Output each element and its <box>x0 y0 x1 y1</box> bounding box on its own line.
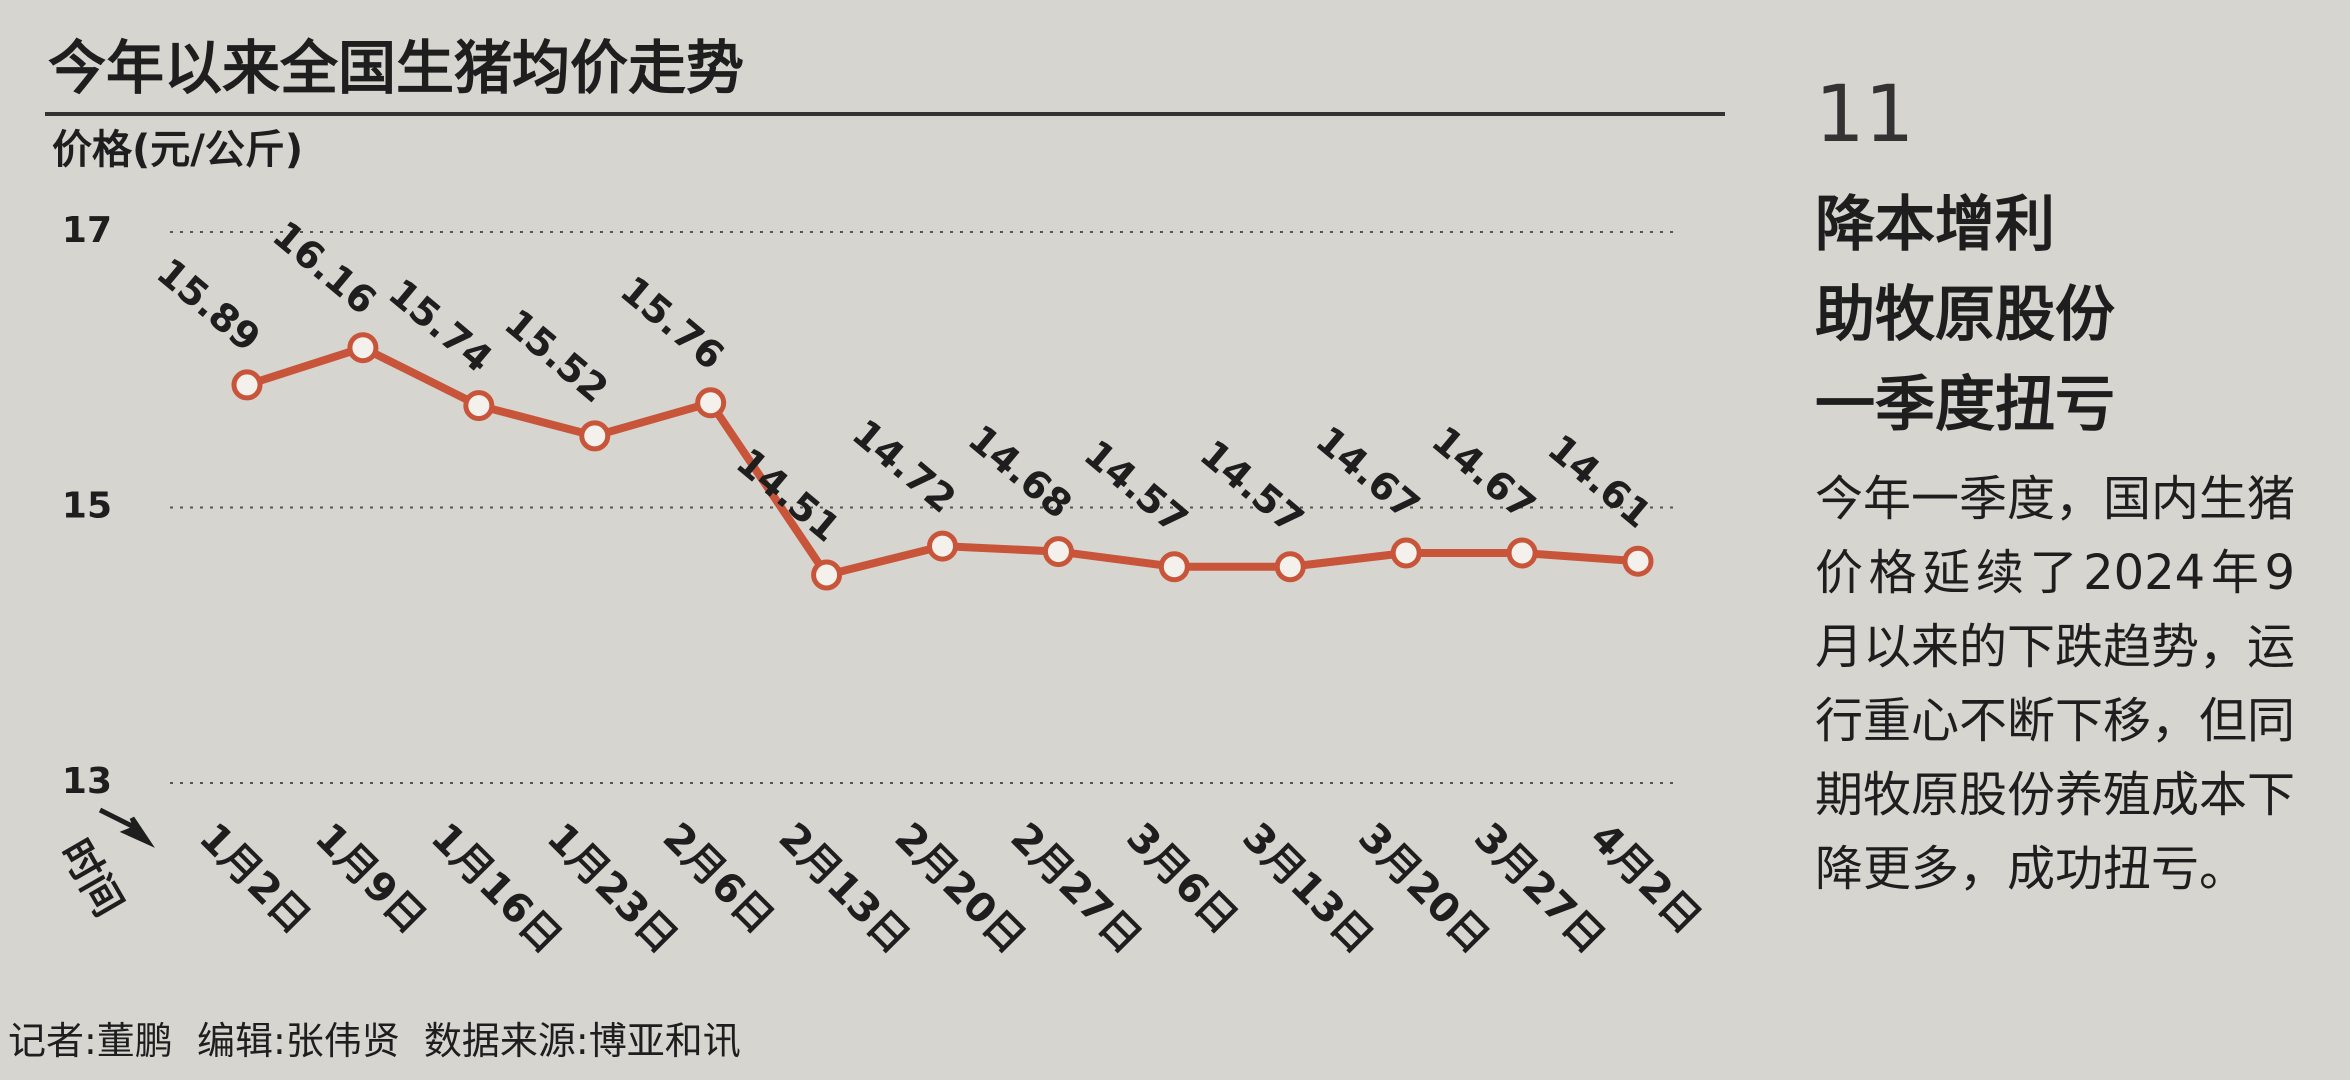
value-label-group: 14.67 <box>1424 418 1544 529</box>
credits: 记者:董鹏 编辑:张伟贤 数据来源:博亚和讯 <box>8 1019 741 1063</box>
value-label: 14.72 <box>844 411 964 522</box>
value-label: 14.57 <box>1192 431 1312 542</box>
page-number: 11 <box>1815 70 1915 160</box>
point-marker <box>1274 551 1306 583</box>
value-label-group: 15.52 <box>496 300 616 411</box>
headline-line: 降本增利 <box>1815 190 2055 260</box>
point-marker <box>1390 537 1422 569</box>
x-axis-label: 时间 <box>51 832 131 924</box>
headline: 降本增利 助牧原股份 一季度扭亏 <box>1815 180 2295 450</box>
value-label: 14.67 <box>1424 418 1544 529</box>
chart-title: 今年以来全国生猪均价走势 <box>48 34 744 102</box>
headline-line: 助牧原股份 <box>1815 280 2115 350</box>
value-label: 14.61 <box>1539 426 1659 537</box>
x-axis-arrow <box>98 807 155 848</box>
point-marker <box>811 559 843 591</box>
point-marker <box>463 390 495 422</box>
value-label-group: 14.67 <box>1308 418 1428 529</box>
value-label-group: 14.57 <box>1076 431 1196 542</box>
point-marker <box>1622 545 1654 577</box>
value-label: 15.89 <box>148 250 268 361</box>
value-label-group: 15.89 <box>148 250 268 361</box>
value-label-group: 14.57 <box>1192 431 1312 542</box>
value-label: 14.68 <box>960 416 1080 527</box>
x-tick-label: 1月9日 <box>306 814 434 942</box>
value-label-group: 14.72 <box>844 411 964 522</box>
point-marker <box>347 332 379 364</box>
point-marker <box>1158 551 1190 583</box>
sidebar: 11 降本增利 助牧原股份 一季度扭亏 今年一季度，国内生猪价格延续了2024年… <box>1815 70 2295 906</box>
point-marker <box>231 369 263 401</box>
x-tick-label: 1月2日 <box>190 814 318 942</box>
y-tick-label: 17 <box>62 210 112 251</box>
x-tick-label-group: 1月2日 <box>190 814 318 942</box>
value-label-group: 14.51 <box>728 440 848 551</box>
y-tick-label: 15 <box>62 486 112 527</box>
point-marker <box>927 530 958 562</box>
point-marker <box>1042 536 1074 568</box>
y-axis-label: 价格(元/公斤) <box>52 127 303 173</box>
value-label: 14.67 <box>1308 418 1428 529</box>
x-tick-label-group: 1月9日 <box>306 814 434 942</box>
value-label: 14.51 <box>728 440 848 551</box>
value-label-group: 16.16 <box>264 212 384 323</box>
body-text: 今年一季度，国内生猪价格延续了2024年9月以来的下跌趋势，运行重心不断下移，但… <box>1815 471 2296 897</box>
value-label: 15.76 <box>612 267 732 378</box>
value-label: 14.57 <box>1076 431 1196 542</box>
point-marker <box>579 420 611 452</box>
point-marker <box>1506 537 1538 569</box>
value-label: 16.16 <box>264 212 384 323</box>
value-label-group: 14.68 <box>960 416 1080 527</box>
value-label-group: 14.61 <box>1539 426 1659 537</box>
value-label-group: 15.76 <box>612 267 732 378</box>
value-label: 15.52 <box>496 300 616 411</box>
y-tick-label: 13 <box>62 761 112 802</box>
point-marker <box>695 387 727 419</box>
headline-line: 一季度扭亏 <box>1815 370 2115 440</box>
x-axis-label-group: 时间 <box>51 832 131 924</box>
